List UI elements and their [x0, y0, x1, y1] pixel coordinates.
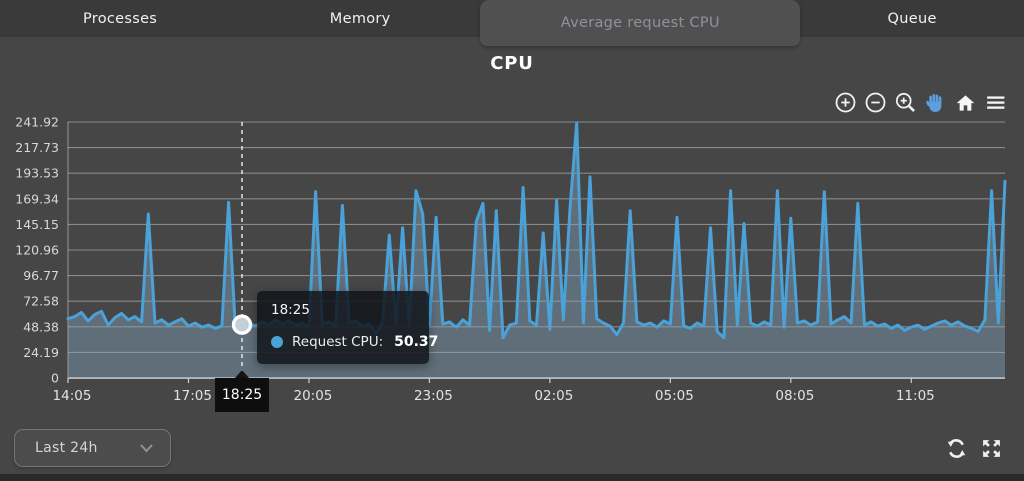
zoom-in-circle-icon[interactable]	[834, 91, 857, 114]
reset-home-icon[interactable]	[954, 91, 977, 114]
chart-tooltip: 18:25 Request CPU: 50.37	[257, 291, 438, 364]
series-color-dot-icon	[271, 336, 283, 348]
zoom-out-circle-icon[interactable]	[864, 91, 887, 114]
svg-text:0: 0	[51, 371, 59, 386]
svg-text:169.34: 169.34	[15, 191, 59, 206]
svg-text:193.53: 193.53	[15, 166, 59, 181]
svg-text:23:05: 23:05	[414, 388, 453, 404]
tooltip-series-label: Request CPU:	[292, 334, 384, 350]
tooltip-series-value: 50.37	[394, 334, 439, 350]
svg-text:17:05: 17:05	[173, 388, 212, 404]
chevron-down-icon	[140, 444, 153, 453]
svg-text:241.92: 241.92	[15, 115, 59, 130]
tab-processes[interactable]: Processes	[82, 10, 158, 27]
svg-text:24.19: 24.19	[23, 345, 59, 360]
tooltip-series-row: Request CPU: 50.37	[257, 322, 438, 364]
pan-hand-icon[interactable]	[924, 91, 947, 114]
svg-text:08:05: 08:05	[775, 388, 814, 404]
svg-text:20:05: 20:05	[293, 388, 332, 404]
tab-bar: Processes Memory Average request CPU Que…	[0, 0, 1024, 46]
svg-text:72.58: 72.58	[23, 294, 59, 309]
box-zoom-magnifier-icon[interactable]	[894, 91, 917, 114]
svg-text:05:05: 05:05	[655, 388, 694, 404]
bottom-window-strip	[0, 474, 1024, 481]
svg-text:120.96: 120.96	[15, 243, 59, 258]
tooltip-time: 18:25	[271, 302, 310, 318]
svg-text:02:05: 02:05	[534, 388, 573, 404]
page-title: CPU	[490, 53, 534, 74]
tab-queue[interactable]: Queue	[887, 10, 937, 27]
time-range-dropdown[interactable]: Last 24h	[14, 429, 171, 467]
chart-toolbar	[834, 91, 1007, 114]
svg-text:217.73: 217.73	[15, 140, 59, 155]
crosshair-pointer-triangle	[235, 370, 249, 378]
crosshair-time-label: 18:25	[215, 370, 269, 412]
menu-icon[interactable]	[984, 91, 1007, 114]
tab-memory[interactable]: Memory	[329, 10, 391, 27]
svg-text:11:05: 11:05	[896, 388, 935, 404]
svg-text:96.77: 96.77	[23, 268, 59, 283]
tab-average-request-cpu[interactable]: Average request CPU	[480, 0, 801, 46]
svg-text:14:05: 14:05	[53, 388, 92, 404]
expand-fullscreen-button[interactable]	[981, 438, 1002, 459]
time-range-value: Last 24h	[35, 440, 98, 456]
refresh-button[interactable]	[946, 438, 967, 459]
svg-text:145.15: 145.15	[15, 217, 59, 232]
svg-text:48.38: 48.38	[23, 319, 59, 334]
crosshair-time-text: 18:25	[221, 387, 263, 403]
